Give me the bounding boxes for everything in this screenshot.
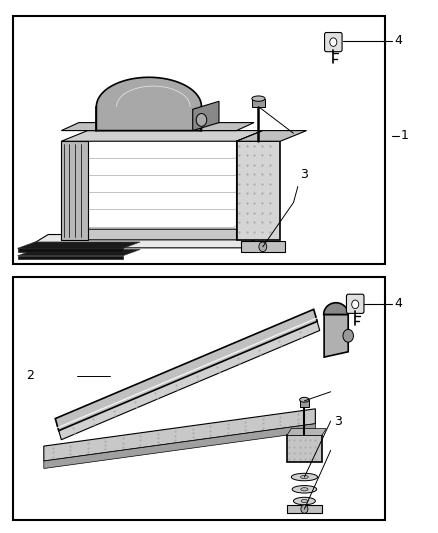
Polygon shape [18,248,123,252]
Polygon shape [18,249,140,256]
Polygon shape [237,131,263,240]
Polygon shape [237,131,307,141]
Polygon shape [61,131,263,141]
Polygon shape [324,314,348,357]
Polygon shape [61,123,254,131]
Circle shape [352,300,359,309]
Circle shape [301,505,308,513]
Polygon shape [55,309,317,431]
Bar [13,16,385,264]
Polygon shape [61,229,263,240]
Polygon shape [61,141,88,240]
Polygon shape [287,429,326,435]
Text: 3: 3 [334,415,342,427]
Polygon shape [44,409,315,461]
Ellipse shape [301,488,308,491]
FancyBboxPatch shape [346,294,364,313]
Polygon shape [287,505,322,513]
Polygon shape [26,235,263,248]
Ellipse shape [291,473,318,481]
Circle shape [196,114,207,126]
Polygon shape [252,99,265,107]
Polygon shape [18,242,140,248]
Polygon shape [300,400,309,407]
Text: 4: 4 [394,34,402,47]
Polygon shape [57,316,320,440]
Polygon shape [287,435,322,462]
Polygon shape [96,77,201,131]
Ellipse shape [300,475,308,479]
Circle shape [259,242,267,252]
Polygon shape [324,303,348,314]
Text: 2: 2 [26,369,34,382]
Text: 1: 1 [401,130,409,142]
Ellipse shape [292,486,317,493]
Ellipse shape [252,96,265,101]
Ellipse shape [293,497,315,505]
Ellipse shape [301,499,307,503]
Bar [13,277,385,520]
Polygon shape [44,424,315,469]
Text: 4: 4 [394,297,402,310]
Polygon shape [237,141,280,240]
Polygon shape [241,241,285,252]
Circle shape [330,38,337,46]
Text: 3: 3 [300,168,308,181]
Ellipse shape [300,398,309,402]
Polygon shape [18,256,123,259]
Circle shape [343,329,353,342]
FancyBboxPatch shape [325,33,342,52]
Polygon shape [193,101,219,131]
